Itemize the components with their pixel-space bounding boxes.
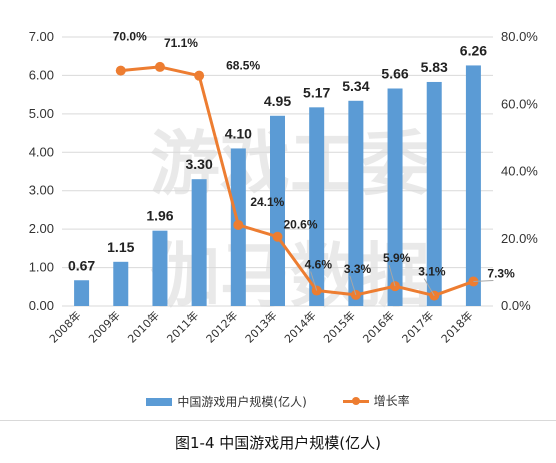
growth-value-label: 24.1% (250, 195, 284, 209)
legend-label-scale: 中国游戏用户规模(亿人) (177, 395, 307, 409)
label-leader-lines (310, 265, 494, 296)
bar-value-label: 0.67 (68, 257, 95, 273)
bar (191, 179, 207, 306)
bar (270, 115, 285, 307)
legend-item-growth: 增长率 (342, 392, 410, 409)
y-right-tick-label: 80.0% (501, 29, 538, 44)
growth-point (233, 219, 244, 230)
y-right-tick-label: 40.0% (501, 164, 538, 179)
bar (426, 81, 442, 306)
y-left-tick-label: 7.00 (29, 29, 54, 44)
y-axis-right: 0.0% 20.0% 40.0% 60.0% 80.0% (501, 29, 538, 313)
chart-plot: 游戏工委 伽马数据 0.001.002.003.004.005.006.007.… (29, 29, 539, 346)
y-right-tick-label: 60.0% (501, 96, 538, 111)
bar-value-label: 4.10 (225, 125, 252, 141)
x-tick-label: 2009年 (85, 308, 122, 345)
y-right-tick-label: 0.0% (501, 298, 531, 313)
legend-bar-swatch (146, 397, 173, 406)
y-left-tick-label: 0.00 (29, 298, 54, 313)
growth-value-label: 20.6% (284, 218, 318, 232)
bar-series (74, 65, 481, 307)
x-tick-label: 2008年 (46, 308, 83, 345)
bar-value-label: 5.17 (303, 84, 330, 100)
bar (309, 107, 325, 307)
y-right-tick-label: 20.0% (501, 231, 538, 246)
label-leader-line (388, 265, 396, 287)
x-tick-label: 2018年 (438, 308, 475, 345)
line-value-labels: 70.0% 71.1% 68.5% 24.1%20.6% 4.6% 3.3% 5.9% 3.1… (113, 30, 515, 281)
x-tick-label: 2010年 (125, 308, 162, 345)
y-left-tick-label: 6.00 (29, 67, 54, 82)
y-left-tick-label: 4.00 (29, 144, 54, 159)
legend-line-swatch (342, 396, 369, 406)
legend: 中国游戏用户规模(亿人) 增长率 (0, 392, 556, 410)
y-left-tick-label: 2.00 (29, 221, 54, 236)
growth-value-label: 3.3% (344, 262, 372, 276)
label-leader-line (473, 279, 494, 282)
bar (113, 261, 129, 306)
growth-value-label: 68.5% (226, 59, 260, 73)
bar-value-label: 1.15 (107, 239, 134, 255)
chart-frame: 游戏工委 伽马数据 0.00 1.00 2.00 3.00 4.00 5.00 6.00 7.… (0, 29, 556, 421)
growth-point (115, 65, 126, 76)
y-left-tick-label: 5.00 (29, 106, 54, 121)
growth-value-label: 4.6% (305, 258, 333, 272)
bar-value-label: 5.66 (381, 65, 408, 81)
bar (152, 230, 168, 306)
bar-value-label: 6.26 (460, 42, 487, 58)
figure-caption: 图1-4 中国游戏用户规模(亿人) (175, 434, 381, 452)
bar-value-label: 1.96 (146, 208, 173, 224)
bar-value-labels: 0.67 1.15 1.96 3.30 4.10 4.95 5.17 5.34 5.66 5.83… (68, 42, 487, 273)
y-axis-left: 0.00 1.00 2.00 3.00 4.00 5.00 6.00 7.00 (29, 29, 54, 313)
bar (74, 280, 90, 306)
y-left-tick-label: 3.00 (29, 183, 54, 198)
bar-value-label: 4.95 (264, 93, 291, 109)
growth-value-label: 70.0% (113, 30, 147, 44)
label-leader-line (423, 278, 435, 296)
growth-value-label: 5.9% (383, 251, 411, 265)
label-leader-line (310, 271, 318, 291)
bar-value-label: 5.83 (421, 59, 448, 75)
bar (387, 88, 403, 306)
bar-value-label: 5.34 (342, 78, 369, 94)
growth-line (120, 65, 474, 298)
growth-value-label: 71.1% (164, 36, 198, 50)
legend-item-scale: 中国游戏用户规模(亿人) (146, 393, 307, 410)
bar-value-label: 3.30 (186, 156, 213, 172)
legend-label-growth: 增长率 (373, 394, 410, 408)
bar (348, 100, 364, 306)
label-leader-line (349, 275, 357, 296)
bar (465, 65, 481, 307)
growth-point (194, 70, 205, 81)
growth-point (272, 231, 283, 242)
growth-value-label: 7.3% (487, 266, 515, 280)
y-left-tick-label: 1.00 (29, 260, 54, 275)
growth-point (154, 61, 165, 72)
growth-value-label: 3.1% (418, 265, 446, 279)
